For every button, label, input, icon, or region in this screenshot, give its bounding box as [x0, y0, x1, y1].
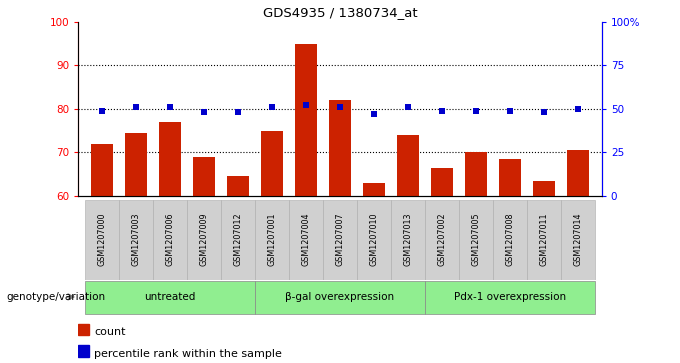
- Bar: [533, 181, 555, 196]
- Bar: [295, 44, 317, 196]
- Bar: [227, 176, 249, 196]
- Text: GSM1207007: GSM1207007: [335, 213, 345, 266]
- Point: [437, 108, 447, 114]
- Bar: [499, 159, 521, 196]
- Text: β-gal overexpression: β-gal overexpression: [286, 292, 394, 302]
- Text: GSM1207006: GSM1207006: [165, 213, 175, 266]
- FancyBboxPatch shape: [527, 200, 561, 280]
- Text: Pdx-1 overexpression: Pdx-1 overexpression: [454, 292, 566, 302]
- FancyBboxPatch shape: [493, 200, 527, 280]
- FancyBboxPatch shape: [425, 200, 459, 280]
- Point: [267, 104, 277, 110]
- Point: [403, 104, 413, 110]
- Point: [165, 104, 175, 110]
- Point: [335, 104, 345, 110]
- Point: [471, 108, 481, 114]
- Bar: [78, 324, 89, 335]
- Bar: [261, 131, 283, 196]
- FancyBboxPatch shape: [459, 200, 493, 280]
- Text: GSM1207013: GSM1207013: [403, 213, 413, 266]
- Bar: [431, 168, 453, 196]
- Point: [539, 110, 549, 115]
- FancyBboxPatch shape: [289, 200, 323, 280]
- Text: GSM1207008: GSM1207008: [505, 213, 515, 266]
- FancyBboxPatch shape: [391, 200, 425, 280]
- Bar: [363, 183, 385, 196]
- Title: GDS4935 / 1380734_at: GDS4935 / 1380734_at: [262, 6, 418, 19]
- FancyBboxPatch shape: [187, 200, 221, 280]
- Bar: [397, 135, 419, 196]
- Text: percentile rank within the sample: percentile rank within the sample: [94, 349, 282, 359]
- FancyBboxPatch shape: [357, 200, 391, 280]
- Point: [131, 104, 141, 110]
- Bar: [193, 157, 215, 196]
- Text: count: count: [94, 327, 125, 337]
- Point: [199, 110, 209, 115]
- Text: GSM1207001: GSM1207001: [267, 213, 277, 266]
- Bar: [125, 133, 147, 196]
- Text: GSM1207000: GSM1207000: [97, 213, 107, 266]
- FancyBboxPatch shape: [425, 281, 595, 314]
- Text: GSM1207004: GSM1207004: [301, 213, 311, 266]
- Point: [233, 110, 243, 115]
- Bar: [329, 100, 351, 196]
- Text: GSM1207010: GSM1207010: [369, 213, 379, 266]
- FancyBboxPatch shape: [323, 200, 357, 280]
- Text: GSM1207011: GSM1207011: [539, 213, 549, 266]
- FancyBboxPatch shape: [561, 200, 595, 280]
- Point: [369, 111, 379, 117]
- Text: GSM1207005: GSM1207005: [471, 213, 481, 266]
- Point: [301, 102, 311, 108]
- Point: [573, 106, 583, 112]
- Text: GSM1207002: GSM1207002: [437, 213, 447, 266]
- Text: GSM1207014: GSM1207014: [573, 213, 583, 266]
- Bar: [78, 346, 89, 357]
- Text: GSM1207003: GSM1207003: [131, 213, 141, 266]
- Text: genotype/variation: genotype/variation: [7, 292, 106, 302]
- Point: [97, 108, 107, 114]
- Bar: [91, 144, 113, 196]
- Bar: [159, 122, 181, 196]
- FancyBboxPatch shape: [85, 281, 255, 314]
- FancyBboxPatch shape: [85, 200, 119, 280]
- Point: [505, 108, 515, 114]
- FancyBboxPatch shape: [221, 200, 255, 280]
- FancyBboxPatch shape: [255, 281, 425, 314]
- FancyBboxPatch shape: [153, 200, 187, 280]
- Text: untreated: untreated: [144, 292, 196, 302]
- Bar: [567, 150, 589, 196]
- Text: GSM1207009: GSM1207009: [199, 213, 209, 266]
- FancyBboxPatch shape: [119, 200, 153, 280]
- Text: GSM1207012: GSM1207012: [233, 213, 243, 266]
- FancyBboxPatch shape: [255, 200, 289, 280]
- Bar: [465, 152, 487, 196]
